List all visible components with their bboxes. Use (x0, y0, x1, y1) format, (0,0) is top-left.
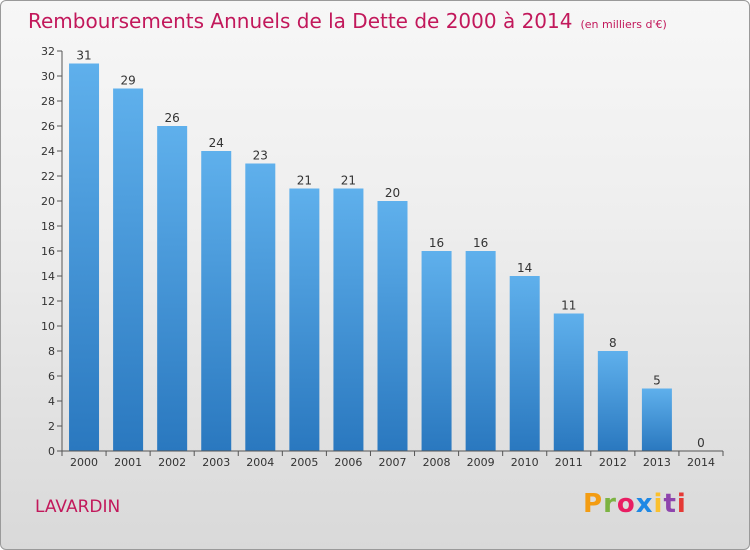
chart-title: Remboursements Annuels de la Dette de 20… (28, 9, 667, 33)
x-axis: 2000 2001 2002 2003 2004 2005 2006 2007 2008 2009… (61, 450, 724, 469)
x-tick-label: 2014 (687, 456, 715, 469)
bar-value-label: 16 (429, 236, 444, 250)
bar (245, 163, 276, 451)
bar-value-label: 21 (297, 174, 312, 188)
y-tick-label: 2 (48, 420, 55, 433)
bar-value-label: 24 (209, 136, 224, 150)
bar (69, 63, 100, 451)
x-tick-label: 2011 (555, 456, 583, 469)
x-tick-label: 2000 (70, 456, 98, 469)
bar (157, 126, 188, 451)
y-tick-label: 10 (41, 320, 55, 333)
bar (201, 151, 232, 451)
x-tick-label: 2001 (114, 456, 142, 469)
y-tick-label: 20 (41, 195, 55, 208)
y-tick-label: 4 (48, 395, 55, 408)
bar-value-label: 21 (341, 174, 356, 188)
commune-name: LAVARDIN (35, 497, 121, 517)
y-tick-label: 8 (48, 345, 55, 358)
x-tick-label: 2003 (202, 456, 230, 469)
y-tick-label: 24 (41, 145, 55, 158)
y-tick-label: 16 (41, 245, 55, 258)
bar-value-label: 29 (120, 74, 135, 88)
bar (333, 188, 364, 451)
bar-value-label: 5 (653, 374, 661, 388)
x-tick-label: 2005 (290, 456, 318, 469)
y-tick-label: 0 (48, 445, 55, 458)
bar-value-label: 14 (517, 261, 532, 275)
x-tick-label: 2007 (379, 456, 407, 469)
bar-value-label: 31 (76, 49, 91, 63)
bar (553, 313, 584, 451)
x-tick-label: 2012 (599, 456, 627, 469)
brand-logo-letter: o (616, 489, 636, 519)
brand-logo-letter: i (676, 489, 687, 519)
x-tick-label: 2006 (334, 456, 362, 469)
bar-value-label: 11 (561, 299, 576, 313)
chart-subtitle: (en milliers d'€) (580, 18, 667, 31)
bar-value-label: 0 (697, 436, 705, 450)
bar-value-label: 23 (253, 149, 268, 163)
chart-title-text: Remboursements Annuels de la Dette de 20… (28, 9, 573, 33)
brand-logo-letter: r (603, 489, 617, 519)
y-tick-label: 12 (41, 295, 55, 308)
bar-value-label: 16 (473, 236, 488, 250)
bar-value-label: 20 (385, 186, 400, 200)
bar (377, 201, 408, 451)
y-tick-label: 32 (41, 45, 55, 58)
y-tick-label: 22 (41, 170, 55, 183)
x-tick-label: 2013 (643, 456, 671, 469)
bar (641, 388, 672, 451)
y-tick-label: 6 (48, 370, 55, 383)
y-tick-label: 26 (41, 120, 55, 133)
bar (597, 351, 628, 451)
bar (421, 251, 452, 451)
bar (509, 276, 540, 451)
brand-logo-letter: t (663, 489, 677, 519)
bars-group: 31 29 26 24 23 21 21 20 16 16 14 11 8 5 0 (69, 49, 705, 451)
bar-value-label: 26 (165, 111, 180, 125)
y-tick-label: 18 (41, 220, 55, 233)
bar (113, 88, 144, 451)
x-tick-label: 2009 (467, 456, 495, 469)
brand-logo-letter: P (583, 489, 604, 519)
bar-value-label: 8 (609, 336, 617, 350)
brand-logo-letter: i (653, 489, 664, 519)
brand-logo: Proxiti (583, 489, 687, 519)
bar (465, 251, 496, 451)
x-tick-label: 2004 (246, 456, 274, 469)
x-tick-label: 2008 (423, 456, 451, 469)
brand-logo-letter: x (635, 489, 654, 519)
y-tick-label: 28 (41, 95, 55, 108)
y-tick-label: 14 (41, 270, 55, 283)
x-tick-label: 2010 (511, 456, 539, 469)
y-tick-label: 30 (41, 70, 55, 83)
bar (289, 188, 320, 451)
x-tick-label: 2002 (158, 456, 186, 469)
